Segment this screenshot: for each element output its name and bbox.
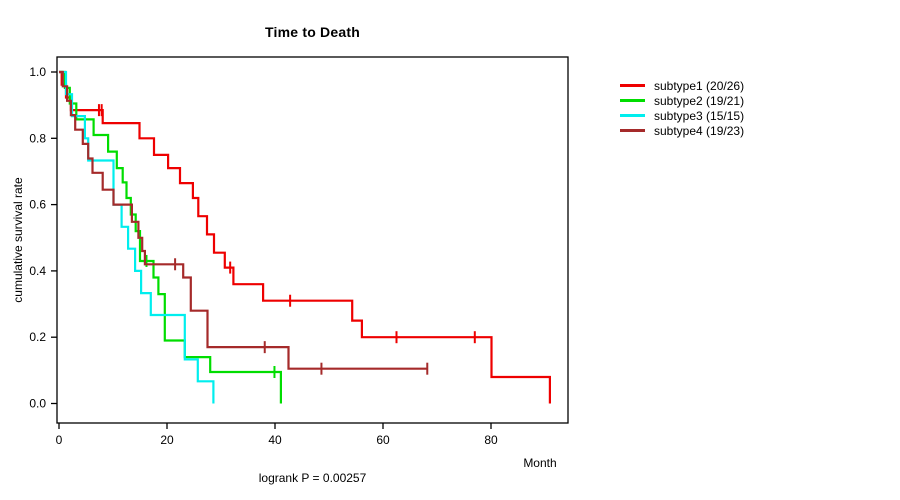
y-tick-label: 0.0 — [29, 397, 46, 411]
x-tick-label: 60 — [376, 433, 390, 447]
y-axis-label: cumulative survival rate — [11, 177, 25, 303]
survival-curve-subtype2 — [59, 70, 282, 404]
survival-curve-subtype1 — [59, 70, 551, 404]
legend-item: subtype3 (15/15) — [620, 108, 744, 123]
y-tick-label: 0.8 — [29, 131, 46, 145]
legend-label: subtype3 (15/15) — [654, 108, 745, 123]
legend-line-swatch — [620, 84, 645, 87]
x-tick-label: 40 — [268, 433, 282, 447]
legend-label: subtype2 (19/21) — [654, 93, 745, 108]
legend-line-swatch — [620, 114, 645, 117]
logrank-p-value: logrank P = 0.00257 — [258, 471, 367, 485]
legend-item: subtype1 (20/26) — [620, 78, 744, 93]
survival-curve-subtype3 — [59, 70, 215, 404]
legend-line-swatch — [620, 99, 645, 102]
y-tick-label: 0.2 — [29, 330, 46, 344]
plot-box — [56, 56, 569, 424]
legend-line-swatch — [620, 129, 645, 132]
y-tick-label: 0.6 — [29, 198, 46, 212]
legend-item: subtype4 (19/23) — [620, 123, 744, 138]
legend-label: subtype4 (19/23) — [654, 123, 745, 138]
x-tick-label: 20 — [160, 433, 174, 447]
x-axis-label: Month — [523, 456, 557, 470]
legend-label: subtype1 (20/26) — [654, 78, 745, 93]
x-tick-label: 80 — [484, 433, 498, 447]
y-tick-label: 0.4 — [29, 264, 46, 278]
y-tick-label: 1.0 — [29, 65, 46, 79]
legend-item: subtype2 (19/21) — [620, 93, 744, 108]
x-tick-label: 0 — [56, 433, 63, 447]
chart-title: Time to Death — [265, 24, 360, 40]
legend: subtype1 (20/26) subtype2 (19/21) subtyp… — [620, 78, 744, 138]
survival-curve-subtype4 — [59, 70, 428, 370]
